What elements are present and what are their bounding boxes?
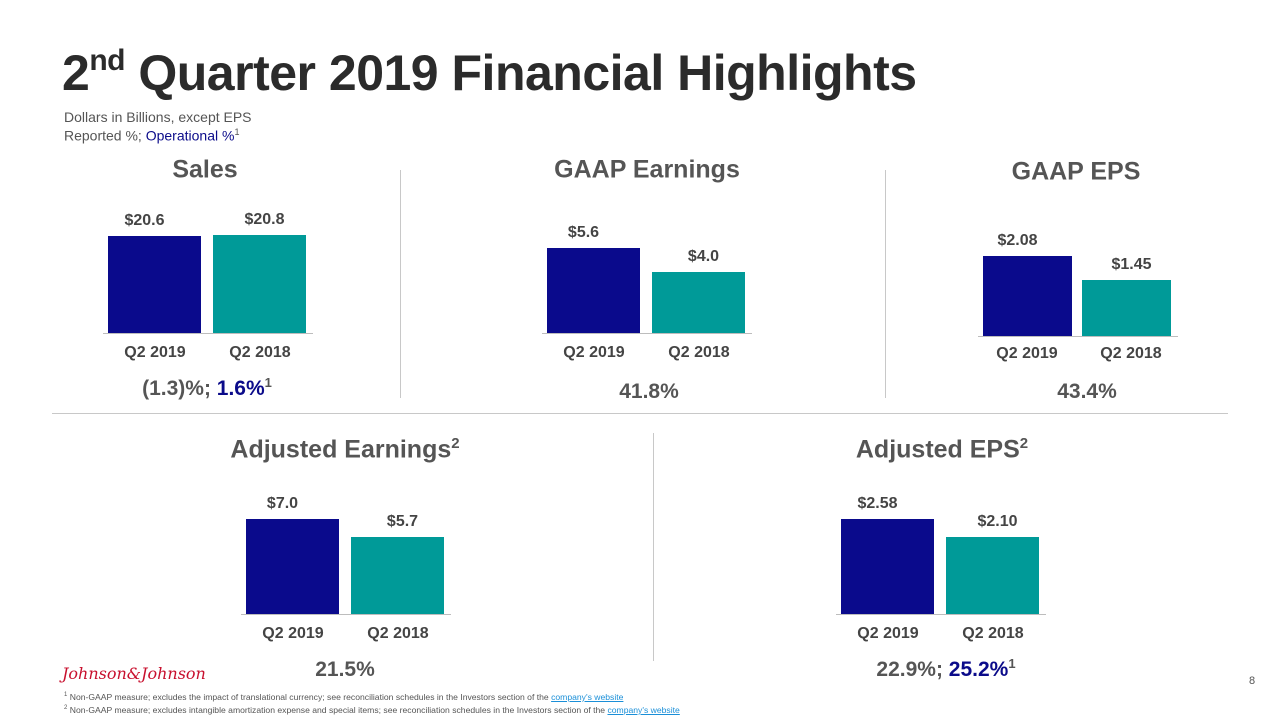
sales-baseline [103, 333, 313, 334]
adjusted-eps-title: Adjusted EPS2 [855, 435, 1029, 464]
sales-growth: (1.3)%; 1.6%1 [142, 375, 272, 400]
gaap-eps-bar-q2-2018 [1082, 280, 1171, 336]
adjusted-earnings-x-label-q2-2019: Q2 2019 [262, 625, 324, 642]
adjusted-eps-growth: 22.9%; 25.2%1 [876, 656, 1016, 681]
adjusted-earnings-growth: 21.5% [315, 658, 375, 681]
title-text: Quarter 2019 Financial Highlights [138, 45, 917, 101]
adjusted-eps-bar-q2-2019 [841, 519, 934, 614]
gaap-eps-x-label-q2-2019: Q2 2019 [996, 345, 1058, 362]
adjusted-eps-bar-q2-2018 [946, 537, 1039, 614]
page-number: 8 [1249, 675, 1256, 687]
operational-label: Operational % [145, 127, 235, 144]
divider-horizontal [52, 413, 1228, 414]
company-logo: Johnson&Johnson [62, 664, 206, 683]
adjusted-earnings-bar-q2-2019 [246, 519, 339, 614]
adjusted-eps-x-label-q2-2018: Q2 2018 [962, 625, 1024, 642]
sales-bar-q2-2019 [108, 236, 201, 333]
company-website-link-1[interactable]: company's website [551, 692, 624, 702]
gaap-earnings-value-label-q2-2018: $4.0 [687, 248, 720, 265]
divider-top-right [885, 170, 886, 398]
sales-value-label-q2-2018: $20.8 [244, 211, 285, 228]
company-website-link-2[interactable]: company's website [607, 705, 680, 715]
gaap-earnings-baseline [542, 333, 752, 334]
footnote-1: 1 Non-GAAP measure; excludes the impact … [64, 692, 624, 702]
adjusted-eps-baseline [836, 614, 1046, 615]
adjusted-earnings-value-label-q2-2018: $5.7 [386, 513, 419, 530]
sales-x-label-q2-2019: Q2 2019 [124, 344, 186, 361]
gaap-earnings-x-label-q2-2018: Q2 2018 [668, 344, 730, 361]
gaap-earnings-x-label-q2-2019: Q2 2019 [563, 344, 625, 361]
footnote-2: 2 Non-GAAP measure; excludes intangible … [64, 705, 680, 715]
adjusted-earnings-bar-q2-2018 [351, 537, 444, 614]
page-title: 2nd Quarter 2019 Financial Highlights [62, 44, 917, 101]
gaap-earnings-value-label-q2-2019: $5.6 [567, 224, 600, 241]
adjusted-eps-value-label-q2-2018: $2.10 [977, 513, 1018, 530]
gaap-earnings-growth: 41.8% [619, 380, 679, 403]
adjusted-earnings-baseline [241, 614, 451, 615]
gaap-eps-title: GAAP EPS [1011, 157, 1141, 186]
gaap-eps-growth: 43.4% [1057, 380, 1117, 403]
divider-top-left [400, 170, 401, 398]
gaap-eps-value-label-q2-2019: $2.08 [997, 232, 1038, 249]
sales-bar-q2-2018 [213, 235, 306, 333]
adjusted-eps-value-label-q2-2019: $2.58 [857, 495, 898, 512]
adjusted-eps-x-label-q2-2019: Q2 2019 [857, 625, 919, 642]
gaap-eps-x-label-q2-2018: Q2 2018 [1100, 345, 1162, 362]
gaap-eps-value-label-q2-2018: $1.45 [1111, 256, 1152, 273]
sales-value-label-q2-2019: $20.6 [124, 212, 165, 229]
adjusted-earnings-title: Adjusted Earnings2 [230, 435, 460, 464]
title-ordinal-suffix: nd [89, 44, 125, 78]
sales-title: Sales [172, 155, 238, 184]
gaap-eps-baseline [978, 336, 1178, 337]
gaap-earnings-bar-q2-2018 [652, 272, 745, 333]
sales-x-label-q2-2018: Q2 2018 [229, 344, 291, 361]
divider-bottom-middle [653, 433, 654, 661]
adjusted-earnings-value-label-q2-2019: $7.0 [266, 495, 299, 512]
gaap-earnings-title: GAAP Earnings [554, 155, 740, 184]
gaap-eps-bar-q2-2019 [983, 256, 1072, 336]
units-note: Dollars in Billions, except EPS [64, 109, 252, 125]
gaap-earnings-bar-q2-2019 [547, 248, 640, 333]
growth-legend-note: Reported %; Operational %1 [64, 127, 240, 144]
adjusted-earnings-x-label-q2-2018: Q2 2018 [367, 625, 429, 642]
